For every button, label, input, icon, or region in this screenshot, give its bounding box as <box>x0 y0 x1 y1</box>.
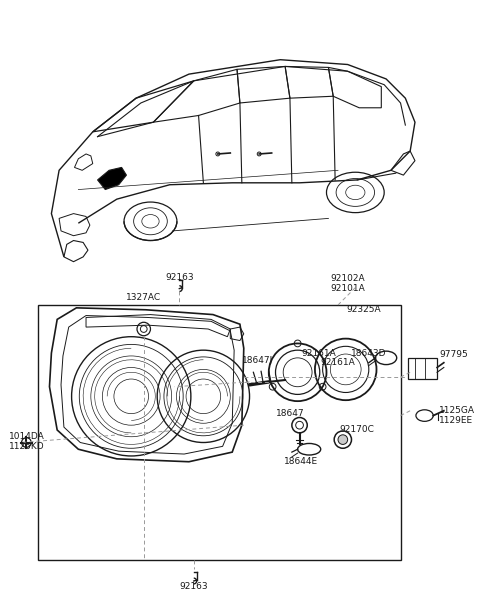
Polygon shape <box>97 167 126 190</box>
Text: 92161A: 92161A <box>301 348 336 358</box>
Text: 92163: 92163 <box>180 582 208 591</box>
Text: 1014DA: 1014DA <box>9 432 45 441</box>
Circle shape <box>338 435 348 444</box>
Text: 1125KD: 1125KD <box>9 442 45 451</box>
Text: 1125GA: 1125GA <box>439 406 475 415</box>
Text: 92325A: 92325A <box>347 305 381 314</box>
Bar <box>38 305 400 560</box>
Text: 92101A: 92101A <box>330 284 365 293</box>
Bar <box>408 358 437 379</box>
Text: 92102A: 92102A <box>330 274 365 283</box>
Text: 92170C: 92170C <box>340 426 375 435</box>
Text: 18643D: 18643D <box>351 348 386 358</box>
Text: 18647J: 18647J <box>242 356 274 365</box>
Text: 1327AC: 1327AC <box>126 293 161 302</box>
Text: 18644E: 18644E <box>285 457 319 466</box>
Text: 18647: 18647 <box>276 409 304 418</box>
Text: 1129EE: 1129EE <box>439 416 473 425</box>
Text: 92163: 92163 <box>165 272 193 282</box>
Text: 92161A: 92161A <box>321 358 355 367</box>
Text: 97795: 97795 <box>439 350 468 359</box>
